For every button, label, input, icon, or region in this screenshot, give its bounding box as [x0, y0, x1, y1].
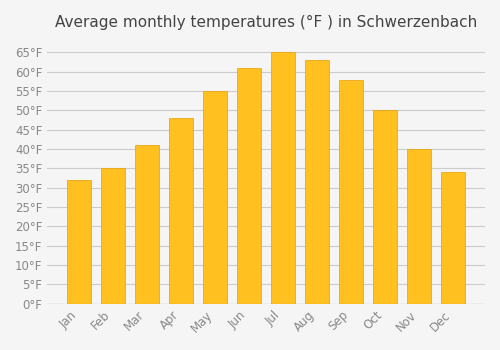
- Bar: [408, 149, 431, 304]
- Bar: [442, 172, 465, 304]
- Bar: [237, 68, 261, 304]
- Bar: [305, 60, 329, 304]
- Bar: [135, 145, 159, 304]
- Bar: [67, 180, 91, 304]
- Title: Average monthly temperatures (°F ) in Schwerzenbach: Average monthly temperatures (°F ) in Sc…: [55, 15, 477, 30]
- Bar: [271, 52, 295, 304]
- Bar: [101, 168, 125, 304]
- Bar: [203, 91, 227, 304]
- Bar: [339, 79, 363, 304]
- Bar: [169, 118, 193, 304]
- Bar: [374, 111, 397, 304]
